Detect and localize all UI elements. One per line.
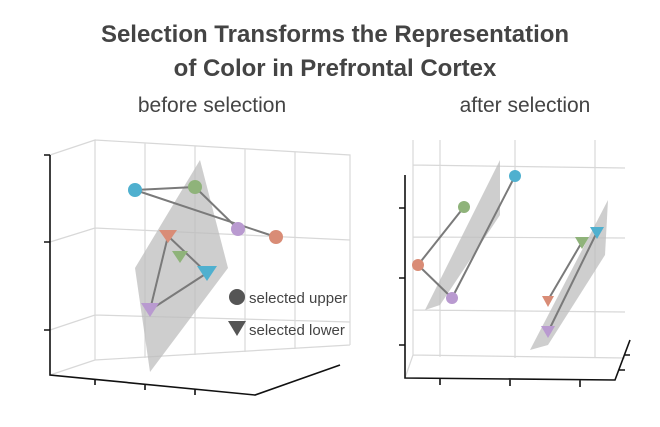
point xyxy=(141,303,159,317)
axes xyxy=(44,154,341,396)
axes xyxy=(399,175,631,387)
legend-label: selected upper xyxy=(249,290,347,307)
point xyxy=(541,326,555,338)
legend-marker xyxy=(228,321,246,336)
panel-after xyxy=(399,140,631,387)
panel-before: selected upper selected lower xyxy=(44,139,351,396)
link xyxy=(451,175,516,299)
link xyxy=(547,231,598,333)
point xyxy=(509,170,521,182)
plane xyxy=(530,200,608,350)
title-line: Selection Transforms the Representation xyxy=(101,21,569,48)
link xyxy=(547,241,583,301)
link xyxy=(134,186,196,191)
link xyxy=(149,235,169,311)
point xyxy=(172,251,188,263)
plane xyxy=(425,160,500,310)
link xyxy=(149,272,208,311)
point xyxy=(446,292,458,304)
link xyxy=(417,264,453,299)
point xyxy=(542,296,554,307)
link xyxy=(417,206,465,266)
panel-label: before selection xyxy=(138,94,286,117)
point xyxy=(458,201,470,213)
point xyxy=(128,183,142,197)
point xyxy=(231,222,245,236)
point xyxy=(188,180,202,194)
point xyxy=(412,259,424,271)
point xyxy=(159,230,177,243)
point xyxy=(269,230,283,244)
legend-marker xyxy=(229,289,245,305)
link xyxy=(134,189,277,238)
link xyxy=(194,186,239,230)
point xyxy=(197,266,217,281)
grid xyxy=(49,139,351,376)
point xyxy=(590,227,604,239)
title-line: of Color in Prefrontal Cortex xyxy=(174,55,497,82)
legend-label: selected lower xyxy=(249,322,345,339)
point xyxy=(575,237,589,249)
panel-label: after selection xyxy=(460,94,591,117)
